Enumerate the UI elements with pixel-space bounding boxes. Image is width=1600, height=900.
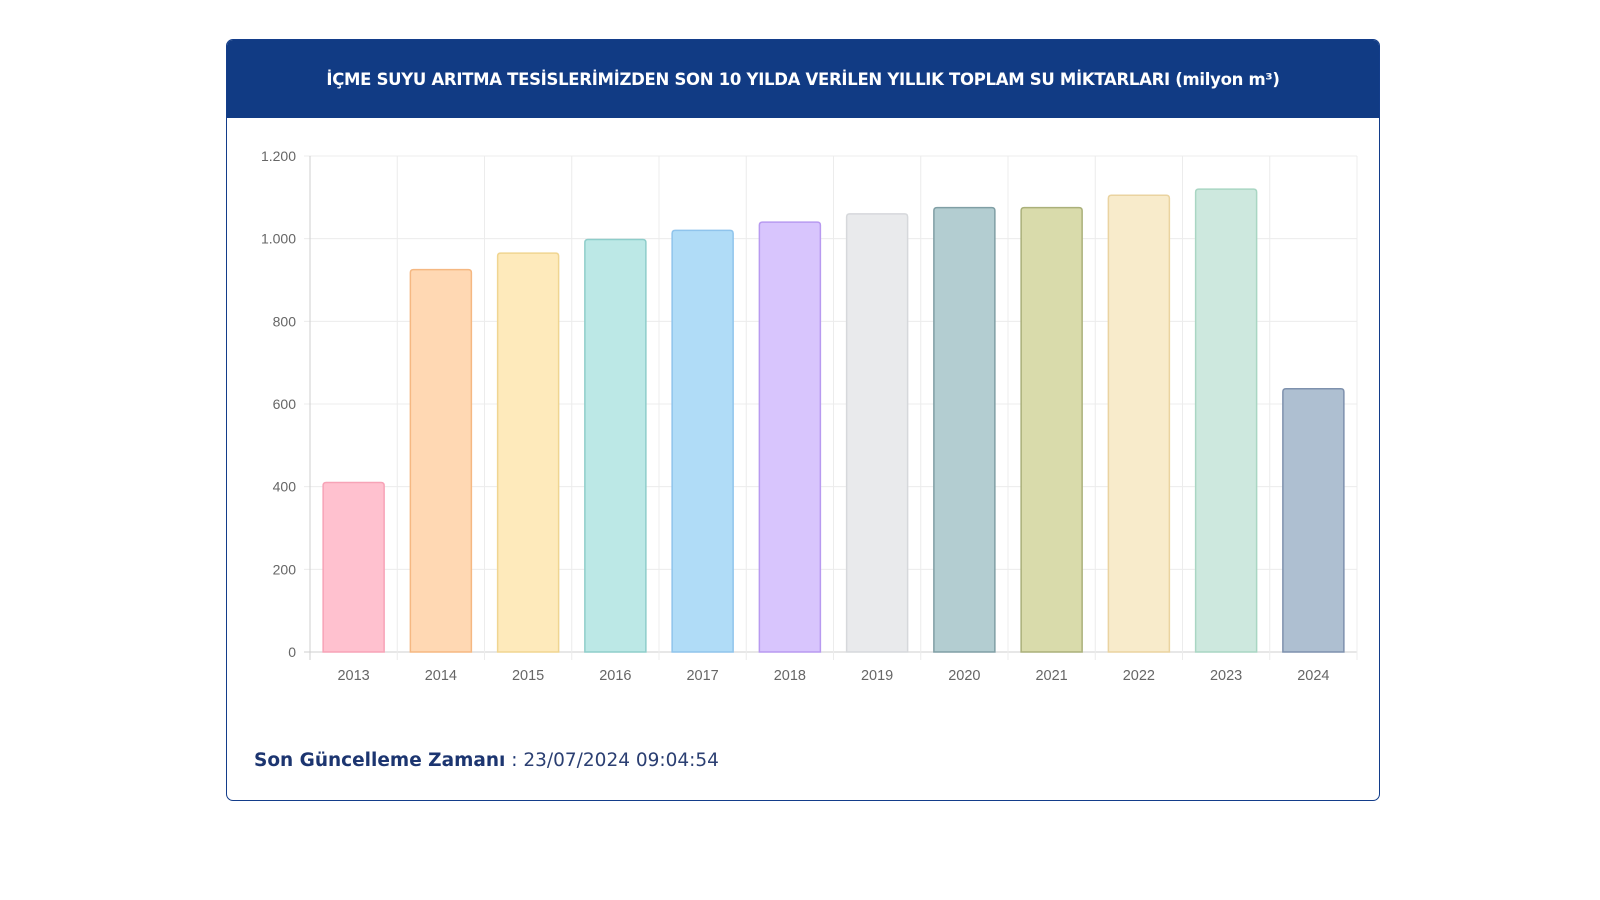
last-updated-label: Son Güncelleme Zamanı: [254, 750, 506, 771]
x-tick-label: 2022: [1123, 668, 1155, 684]
bar-2021: [1020, 206, 1083, 653]
y-tick-label: 600: [273, 396, 297, 412]
y-tick-label: 200: [273, 561, 297, 577]
bar-chart: 0 200 400 600 800 1.000 1.200 2013 2014 2015 2016 2…: [261, 148, 1358, 684]
last-updated: Son Güncelleme Zamanı : 23/07/2024 09:04…: [254, 750, 719, 771]
x-tick-label: 2015: [512, 668, 544, 684]
y-tick-label: 800: [273, 313, 297, 329]
bar-2023: [1194, 188, 1258, 653]
chart-card: İÇME SUYU ARITMA TESİSLERİMİZDEN SON 10 …: [226, 39, 1380, 801]
bar-2014: [409, 268, 473, 653]
x-tick-label: 2013: [337, 668, 369, 684]
last-updated-separator: :: [505, 750, 524, 771]
last-updated-value: 23/07/2024 09:04:54: [523, 750, 719, 771]
x-tick-label: 2018: [774, 668, 806, 684]
x-tick-label: 2017: [686, 668, 718, 684]
bar-2019: [845, 213, 909, 653]
x-tick-label: 2014: [425, 668, 457, 684]
y-tick-label: 0: [288, 644, 296, 660]
bar-2013: [322, 481, 385, 653]
bar-2024: [1282, 387, 1345, 653]
bar-2017: [671, 229, 734, 653]
x-tick-label: 2021: [1035, 668, 1067, 684]
bar-2022: [1107, 194, 1171, 653]
bar-2018: [758, 221, 822, 653]
x-tick-label: 2024: [1297, 668, 1329, 684]
bar-2015: [496, 252, 560, 653]
x-tick-label: 2016: [599, 668, 631, 684]
bar-2016: [584, 238, 647, 653]
x-tick-label: 2020: [948, 668, 980, 684]
bar-2020: [933, 206, 996, 653]
y-tick-label: 400: [273, 479, 297, 495]
y-tick-label: 1.200: [261, 148, 296, 164]
x-tick-label: 2019: [861, 668, 893, 684]
chart-title: İÇME SUYU ARITMA TESİSLERİMİZDEN SON 10 …: [227, 40, 1379, 118]
y-tick-label: 1.000: [261, 231, 296, 247]
x-tick-label: 2023: [1210, 668, 1242, 684]
